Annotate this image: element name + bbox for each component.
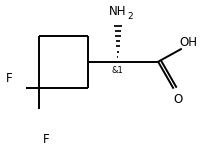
Text: O: O bbox=[174, 93, 183, 106]
Text: F: F bbox=[42, 133, 49, 146]
Text: &1: &1 bbox=[112, 66, 124, 75]
Text: NH: NH bbox=[109, 5, 127, 18]
Text: F: F bbox=[6, 72, 13, 85]
Text: 2: 2 bbox=[128, 12, 133, 21]
Text: OH: OH bbox=[180, 36, 198, 49]
